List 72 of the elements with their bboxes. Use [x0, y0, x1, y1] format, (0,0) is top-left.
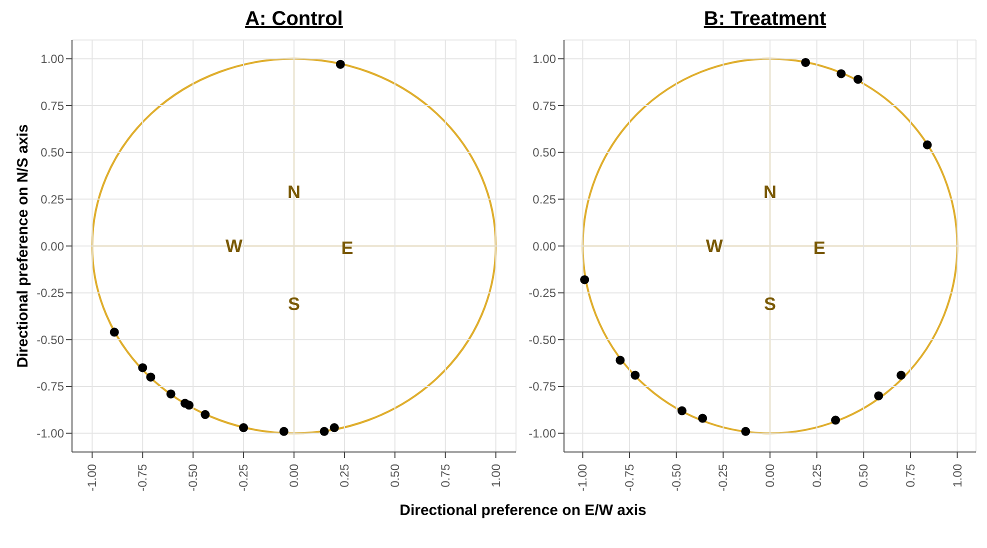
x-tick-label: 0.00	[763, 464, 777, 488]
x-tick-label: 0.00	[287, 464, 301, 488]
y-tick-label: 0.00	[532, 239, 556, 254]
y-tick-label: -1.00	[528, 426, 556, 441]
point	[836, 69, 846, 78]
y-tick-label: -0.75	[36, 380, 64, 394]
point	[279, 426, 288, 436]
x-tick-label: 1.00	[950, 464, 964, 488]
x-tick-label: -1.00	[576, 464, 590, 492]
y-tick-label: -0.25	[528, 286, 556, 300]
y-tick-label: 0.75	[532, 98, 556, 113]
x-tick-label: 0.50	[388, 464, 402, 488]
point	[616, 356, 625, 365]
point	[336, 60, 345, 69]
chart-title: B: Treatment	[702, 8, 828, 32]
x-tick-label: 0.25	[337, 464, 352, 488]
x-tick-label: -0.25	[716, 464, 730, 492]
x-tick-label: -1.00	[85, 464, 100, 492]
y-tick-label: -0.50	[36, 332, 64, 347]
point	[922, 140, 932, 150]
y-tick-label: 1.00	[40, 52, 64, 66]
y-tick-label: 0.75	[40, 98, 64, 113]
point	[138, 363, 148, 372]
x-tick-label: 1.00	[488, 464, 503, 488]
annotation: W	[706, 236, 723, 256]
x-tick-label: 0.50	[856, 464, 871, 488]
x-tick-label: -0.50	[669, 464, 684, 492]
point	[677, 406, 686, 416]
point	[874, 391, 884, 400]
point	[741, 426, 750, 436]
point	[698, 414, 708, 423]
annotation: E	[341, 238, 354, 258]
x-tick-label: 0.25	[810, 464, 824, 488]
point	[184, 400, 194, 410]
annotation: S	[288, 294, 300, 314]
y-tick-label: 0.00	[40, 239, 64, 254]
point	[831, 416, 840, 425]
y-axis-title: Directional preference on N/S axis	[14, 124, 32, 368]
y-tick-label: 0.25	[532, 192, 556, 206]
x-axis-title: Directional preference on E/W axis	[398, 502, 648, 519]
point	[166, 389, 176, 398]
y-tick-label: -0.75	[528, 380, 556, 394]
point	[200, 410, 210, 420]
x-tick-label: 0.75	[903, 464, 918, 488]
annotation: S	[764, 294, 776, 314]
x-tick-label: -0.25	[236, 464, 251, 492]
point	[330, 423, 339, 432]
x-tick-label: -0.50	[186, 464, 200, 492]
point	[146, 372, 156, 382]
chart-title: A: Control	[244, 8, 344, 32]
point	[854, 74, 863, 84]
annotation: N	[764, 182, 776, 202]
point	[239, 423, 248, 432]
y-tick-label: 1.00	[532, 52, 556, 66]
annotation: W	[226, 236, 243, 256]
annotation: E	[813, 238, 826, 258]
y-tick-label: 0.50	[532, 146, 556, 160]
point	[580, 275, 590, 284]
x-tick-label: 0.75	[438, 464, 452, 488]
x-tick-label: -0.75	[136, 464, 150, 492]
annotation: N	[288, 182, 300, 202]
point	[896, 370, 906, 380]
y-tick-label: 0.50	[40, 146, 64, 160]
point	[630, 370, 640, 380]
y-tick-label: -0.50	[528, 332, 556, 347]
point	[320, 426, 329, 436]
y-tick-label: -0.25	[36, 286, 64, 300]
point	[801, 58, 810, 67]
y-tick-label: 0.25	[40, 192, 64, 206]
x-tick-label: -0.75	[622, 464, 637, 492]
y-tick-label: -1.00	[36, 426, 64, 441]
point	[110, 328, 119, 337]
